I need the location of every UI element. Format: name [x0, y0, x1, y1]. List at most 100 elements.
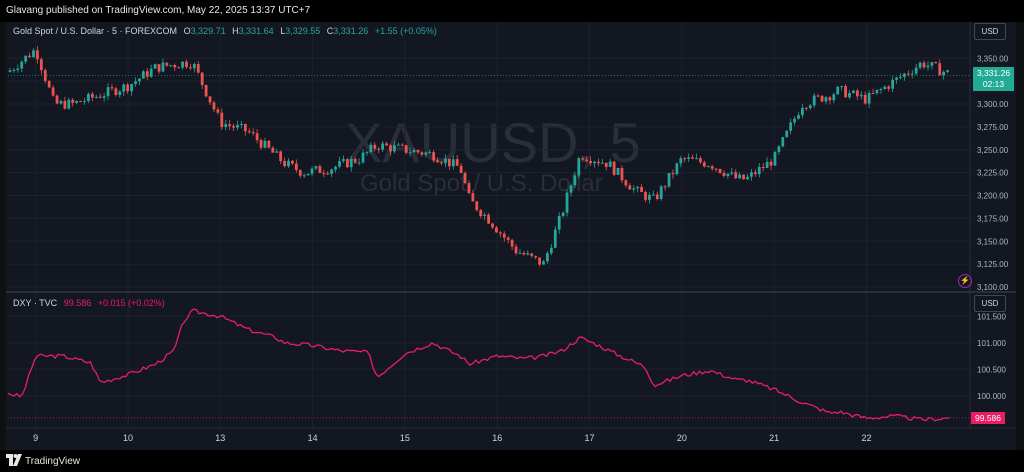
currency-button-bottom[interactable]: USD — [974, 295, 1006, 312]
candle-body — [185, 61, 188, 68]
candle-body — [502, 233, 506, 238]
candle-body — [828, 97, 832, 101]
candle-body — [408, 152, 412, 154]
candle-body — [396, 144, 400, 146]
gold-y-tick-label: 3,175.00 — [977, 214, 1009, 223]
candle-body — [291, 160, 294, 164]
candle-body — [314, 166, 318, 169]
candle-body — [659, 186, 663, 200]
candle-body — [812, 95, 816, 106]
candle-body — [189, 67, 192, 69]
candle-body — [797, 115, 800, 119]
candle-body — [247, 131, 251, 133]
candle-body — [546, 253, 549, 262]
candle-body — [793, 118, 796, 123]
chart-frame[interactable] — [6, 22, 1016, 450]
gold-symbol-label: Gold Spot / U.S. Dollar · 5 · FOREXCOM — [13, 26, 178, 36]
low-value: 3,329.55 — [285, 26, 321, 36]
gold-y-tick-label: 3,150.00 — [977, 237, 1009, 246]
bar-countdown: 02:13 — [982, 79, 1005, 90]
candle-body — [432, 152, 436, 161]
candle-body — [871, 92, 875, 94]
candle-body — [8, 70, 12, 73]
candle-body — [714, 168, 718, 170]
candle-body — [287, 160, 290, 167]
candle-body — [361, 152, 365, 163]
candle-body — [498, 232, 502, 234]
candle-body — [765, 161, 769, 169]
candle-body — [593, 161, 596, 164]
lightning-icon[interactable]: ⚡ — [958, 274, 972, 288]
candle-body — [612, 161, 616, 175]
candle-body — [718, 168, 722, 173]
close-label: C — [326, 26, 334, 36]
candle-body — [581, 158, 585, 160]
candle-body — [440, 162, 443, 164]
candle-body — [322, 172, 326, 174]
x-tick-label: 15 — [400, 433, 410, 443]
candle-body — [730, 172, 734, 174]
candle-body — [357, 162, 361, 164]
candle-body — [47, 81, 51, 88]
candle-body — [695, 158, 698, 160]
candle-body — [585, 159, 589, 161]
candle-body — [930, 62, 934, 66]
candle-body — [424, 152, 428, 155]
candle-body — [895, 77, 898, 80]
candle-body — [899, 76, 902, 78]
candle-body — [28, 55, 31, 58]
currency-button-top[interactable]: USD — [974, 23, 1006, 40]
candle-body — [769, 161, 773, 166]
candle-body — [200, 72, 204, 85]
candle-body — [538, 257, 541, 265]
candle-body — [526, 253, 530, 255]
candle-body — [542, 261, 545, 265]
low-label: L — [280, 26, 286, 36]
candle-body — [942, 71, 946, 76]
candle-body — [275, 151, 279, 153]
candle-body — [506, 237, 510, 240]
candle-body — [161, 62, 165, 72]
dxy-y-tick-label: 100.000 — [977, 392, 1006, 401]
candle-body — [946, 70, 949, 72]
candle-body — [428, 152, 432, 154]
candle-body — [734, 172, 738, 179]
publish-bar: Glavang published on TradingView.com, Ma… — [0, 0, 1024, 22]
gold-y-tick-label: 3,250.00 — [977, 146, 1009, 155]
candle-body — [420, 152, 424, 155]
candle-body — [455, 159, 459, 166]
candle-body — [165, 62, 169, 66]
candle-body — [271, 147, 275, 153]
candle-body — [263, 140, 267, 148]
x-tick-label: 17 — [585, 433, 595, 443]
candle-body — [608, 161, 612, 167]
candle-body — [459, 165, 463, 173]
candle-body — [620, 167, 624, 181]
candle-body — [36, 50, 39, 60]
candle-body — [655, 194, 659, 200]
candle-body — [636, 186, 640, 189]
dxy-symbol-label: DXY · TVC — [13, 298, 58, 308]
candle-body — [934, 62, 938, 64]
candle-body — [369, 144, 373, 152]
candle-body — [859, 94, 863, 97]
candle-body — [157, 64, 161, 72]
candle-body — [255, 133, 259, 141]
candle-body — [750, 172, 753, 177]
dxy-y-tick-label: 100.500 — [977, 365, 1006, 374]
candle-body — [412, 150, 416, 153]
candle-body — [671, 173, 675, 175]
x-tick-label: 14 — [308, 433, 318, 443]
candle-body — [126, 84, 130, 92]
candle-body — [436, 160, 439, 163]
candle-body — [353, 158, 357, 163]
x-tick-label: 16 — [492, 433, 502, 443]
candle-body — [173, 65, 177, 68]
candle-body — [94, 96, 98, 98]
candle-body — [597, 161, 600, 164]
candle-body — [632, 188, 636, 190]
candle-body — [663, 186, 667, 188]
candle-body — [565, 192, 569, 213]
candle-body — [706, 166, 710, 168]
